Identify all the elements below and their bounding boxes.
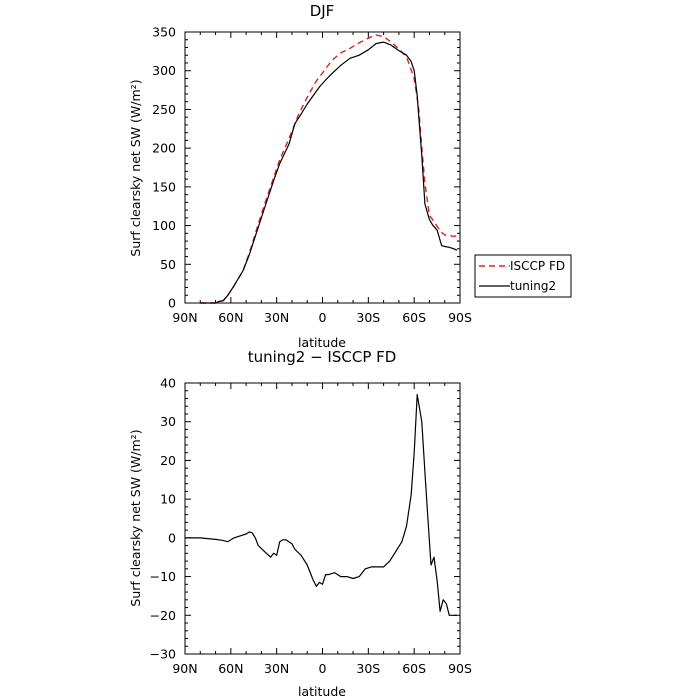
bottom-x-tick-label: 90N bbox=[172, 661, 197, 676]
bottom-y-tick-label: −10 bbox=[150, 569, 176, 584]
bottom-x-tick-label: 60N bbox=[218, 661, 243, 676]
bottom-y-tick-label: 30 bbox=[160, 414, 176, 429]
top-plot-frame bbox=[184, 31, 461, 304]
top-panel: DJF 90N 60N 30N 0 30S 60S 90S 0 50 100 150 200 250 30… bbox=[128, 2, 572, 350]
top-x-tick-label: 90S bbox=[448, 310, 472, 325]
bottom-y-axis-label-text: Surf clearsky net SW (W/m²) bbox=[128, 429, 143, 606]
top-x-tick-label: 90N bbox=[172, 310, 197, 325]
bottom-y-tick-label: 10 bbox=[160, 492, 176, 507]
top-y-tick-label: 350 bbox=[152, 25, 176, 40]
top-chart-title: DJF bbox=[310, 2, 335, 20]
bottom-y-tick-label: 40 bbox=[160, 376, 176, 391]
legend-label-isccp-fd: ISCCP FD bbox=[510, 259, 565, 273]
bottom-panel: tuning2 − ISCCP FD 90N 60N 30N 0 30S 60S 90S −3… bbox=[128, 348, 472, 699]
top-y-axis-label-text: Surf clearsky net SW (W/m²) bbox=[128, 79, 143, 256]
bottom-y-tick-label: 0 bbox=[168, 530, 176, 545]
top-y-tick-label: 100 bbox=[152, 218, 176, 233]
top-x-tick-label: 30N bbox=[264, 310, 289, 325]
top-series-layer bbox=[200, 34, 458, 304]
top-x-tick-label: 60S bbox=[402, 310, 426, 325]
legend-frame bbox=[474, 254, 572, 298]
bottom-x-tick-label: 90S bbox=[448, 661, 472, 676]
top-series-line-isccp-fd bbox=[200, 34, 458, 304]
top-y-tick-label: 50 bbox=[160, 257, 176, 272]
bottom-tick-marks bbox=[184, 382, 461, 655]
bottom-chart-title: tuning2 − ISCCP FD bbox=[248, 348, 397, 366]
bottom-x-axis-label: latitude bbox=[298, 684, 346, 699]
top-y-tick-label: 250 bbox=[152, 102, 176, 117]
bottom-tick-labels: 90N 60N 30N 0 30S 60S 90S −30 −20 −10 0 10 20 30 40 bbox=[150, 376, 472, 677]
bottom-x-tick-label: 0 bbox=[319, 661, 327, 676]
bottom-plot-frame bbox=[184, 382, 461, 655]
top-y-tick-label: 300 bbox=[152, 63, 176, 78]
top-y-tick-label: 150 bbox=[152, 179, 176, 194]
bottom-x-tick-label: 30N bbox=[264, 661, 289, 676]
bottom-x-tick-label: 60S bbox=[402, 661, 426, 676]
top-x-axis-label: latitude bbox=[298, 335, 346, 350]
legend: ISCCP FD tuning2 bbox=[474, 254, 572, 298]
bottom-series-layer bbox=[185, 394, 457, 616]
top-series-line-tuning2 bbox=[200, 41, 458, 304]
top-x-tick-label: 0 bbox=[319, 310, 327, 325]
bottom-y-tick-label: 20 bbox=[160, 453, 176, 468]
legend-label-tuning2: tuning2 bbox=[510, 279, 556, 293]
top-y-tick-label: 0 bbox=[168, 296, 176, 311]
top-x-tick-label: 60N bbox=[218, 310, 243, 325]
bottom-y-tick-label: −20 bbox=[150, 608, 176, 623]
bottom-series-line-difference bbox=[185, 394, 457, 616]
bottom-y-tick-label: −30 bbox=[150, 647, 176, 662]
bottom-y-axis-label: Surf clearsky net SW (W/m²) bbox=[128, 429, 143, 606]
top-tick-labels: 90N 60N 30N 0 30S 60S 90S 0 50 100 150 200 250 300 350 bbox=[152, 25, 472, 326]
bottom-x-tick-label: 30S bbox=[356, 661, 380, 676]
top-y-axis-label: Surf clearsky net SW (W/m²) bbox=[128, 79, 143, 256]
top-y-tick-label: 200 bbox=[152, 141, 176, 156]
top-x-tick-label: 30S bbox=[356, 310, 380, 325]
